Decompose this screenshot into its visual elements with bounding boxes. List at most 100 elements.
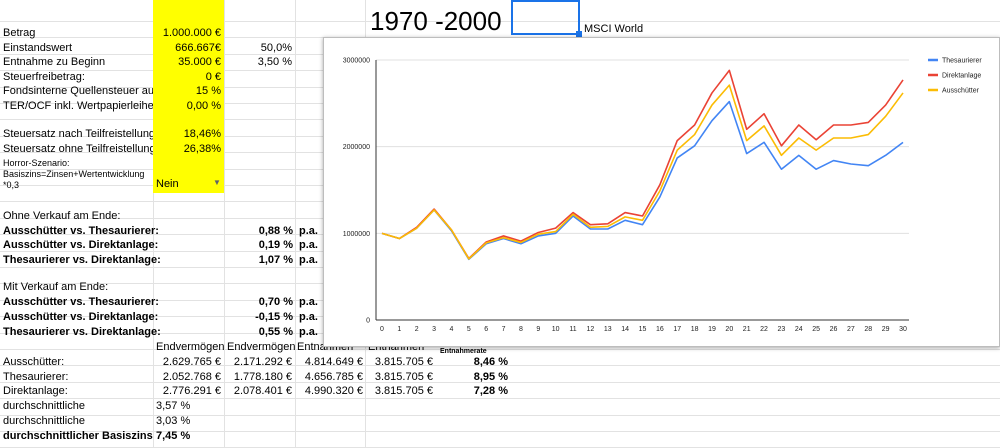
x-tick-label: 15 [639,326,647,333]
row-divider [0,431,1000,432]
table-header: Entnahmerate [440,348,487,355]
x-tick-label: 12 [587,326,595,333]
selected-cell[interactable] [511,0,582,37]
table-row-label: Ausschütter: [3,356,65,368]
x-tick-label: 28 [864,326,872,333]
series-line-1[interactable] [381,100,904,261]
table-cell: 2.052.768 € [162,371,221,383]
comparison-label: Ausschütter vs. Thesaurierer: [3,296,159,308]
x-tick-label: 27 [847,326,855,333]
x-tick-label: 11 [569,326,576,333]
highlighted-input-range [153,0,224,193]
comparison-label: Thesaurierer vs. Direktanlage: [3,254,161,266]
comparison-unit: p.a. [299,326,318,338]
x-tick-label: 4 [450,326,454,333]
table-cell: 1.778.180 € [233,371,292,383]
y-tick-label: 3000000 [343,58,370,65]
param-label: Betrag [3,27,36,39]
horror-label-1: Horror-Szenario: [3,158,70,168]
column-divider [153,0,154,448]
stat-label: durchschnittlicher Basiszins [3,430,153,442]
param-extra [224,70,292,85]
x-tick-label: 21 [743,326,751,333]
tax-value: 18,46% [183,128,221,140]
x-tick-label: 3 [432,326,436,333]
series-line-3[interactable] [381,84,904,260]
x-tick-label: 6 [484,326,488,333]
stat-value: 3,57 % [156,400,191,412]
x-tick-label: 24 [795,326,803,333]
comparison-value: 0,70 % [258,296,293,308]
x-tick-label: 16 [656,326,664,333]
comparison-unit: p.a. [299,225,318,237]
period-title: 1970 -2000 [370,6,502,36]
x-tick-label: 5 [467,326,471,333]
x-tick-label: 8 [519,326,523,333]
param-extra [224,99,292,114]
legend-label: Ausschütter [942,88,980,95]
x-tick-label: 18 [691,326,699,333]
x-tick-label: 26 [830,326,838,333]
row-divider [0,349,1000,350]
row-divider [0,365,1000,366]
y-tick-label: 1000000 [343,231,370,238]
table-header: Endvermögen [227,341,296,353]
x-tick-label: 23 [778,326,786,333]
row-divider [0,398,1000,399]
row-divider [0,21,1000,22]
mit-verkauf-title: Mit Verkauf am Ende: [3,281,109,293]
table-cell: 2.171.292 € [233,356,292,368]
y-tick-label: 2000000 [343,144,370,151]
comparison-label: Ausschütter vs. Direktanlage: [3,239,159,251]
stat-value: 7,45 % [156,430,191,442]
row-divider [0,382,1000,383]
table-cell: 8,46 % [473,356,508,368]
param-label: Fondsinterne Quellensteuer auf [3,85,153,97]
comparison-value: 0,55 % [258,326,293,338]
table-header: Endvermögen [156,341,225,353]
param-value[interactable]: 15 % [195,85,221,97]
comparison-unit: p.a. [299,296,318,308]
x-tick-label: 0 [380,326,384,333]
row-divider [0,415,1000,416]
param-extra: 3,50 % [257,56,292,68]
column-divider [295,0,296,448]
comparison-unit: p.a. [299,311,318,323]
horror-dropdown[interactable]: Nein [156,178,179,190]
comparison-label: Ausschütter vs. Thesaurierer: [3,225,159,237]
param-value[interactable]: 1.000.000 € [162,27,221,39]
column-divider [224,0,225,448]
stat-label: durchschnittliche [3,415,85,427]
line-chart[interactable]: 0 1000000 2000000 3000000 0 1 2 3 4 5 6 7 8 9 10 11 12 13… [323,37,1000,347]
tax-label: Steuersatz nach Teilfreistellung: [3,128,153,140]
x-tick-label: 20 [725,326,733,333]
param-label: Einstandswert [3,42,73,54]
x-tick-label: 30 [899,326,907,333]
param-value[interactable]: 35.000 € [178,56,221,68]
table-cell: 3.815.705 € [374,371,433,383]
param-extra [224,84,292,99]
param-value[interactable]: 0 € [205,71,221,83]
ohne-verkauf-title: Ohne Verkauf am Ende: [3,210,121,222]
table-cell: 7,28 % [473,385,508,397]
x-tick-label: 14 [621,326,629,333]
x-tick-label: 1 [397,326,401,333]
index-label: MSCI World [584,23,644,35]
x-tick-label: 17 [673,326,681,333]
x-tick-label: 25 [812,326,820,333]
comparison-value: -0,15 % [255,311,293,323]
x-tick-label: 10 [552,326,560,333]
param-value[interactable]: 0,00 % [186,100,221,112]
comparison-unit: p.a. [299,239,318,251]
table-cell: 2.776.291 € [162,385,221,397]
dropdown-arrow-icon[interactable]: ▼ [213,178,221,187]
x-tick-label: 13 [604,326,612,333]
x-tick-label: 29 [882,326,890,333]
tax-label: Steuersatz ohne Teilfreistellung: [3,143,153,155]
x-tick-label: 2 [415,326,419,333]
param-value[interactable]: 666.667€ [175,42,221,54]
comparison-label: Ausschütter vs. Direktanlage: [3,311,159,323]
tax-value: 26,38% [183,143,221,155]
param-label: TER/OCF inkl. Wertpapierleihe [3,100,153,112]
